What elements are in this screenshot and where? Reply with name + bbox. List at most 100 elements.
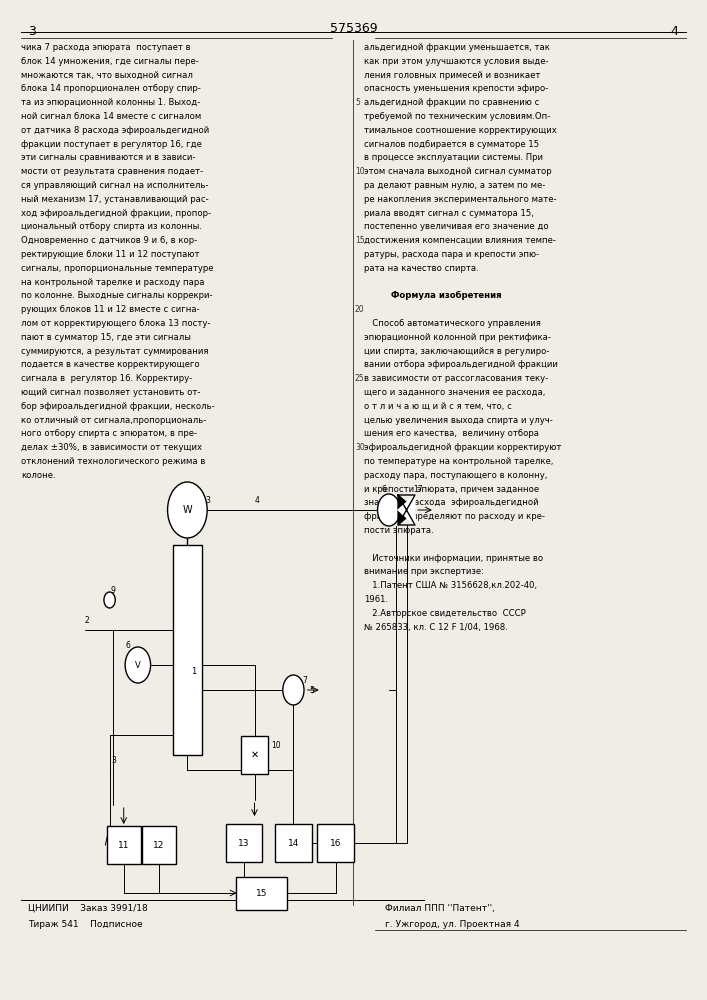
Text: ход эфироальдегидной фракции, пропор-: ход эфироальдегидной фракции, пропор-: [21, 209, 211, 218]
Bar: [317, 824, 354, 862]
Text: требуемой по техническим условиям.Оп-: требуемой по техническим условиям.Оп-: [364, 112, 551, 121]
Text: по колонне. Выходные сигналы коррекри-: по колонне. Выходные сигналы коррекри-: [21, 291, 213, 300]
Text: ной сигнал блока 14 вместе с сигналом: ной сигнал блока 14 вместе с сигналом: [21, 112, 201, 121]
Text: на контрольной тарелке и расходу пара: на контрольной тарелке и расходу пара: [21, 278, 205, 287]
Text: 15: 15: [256, 888, 267, 898]
Text: в зависимости от рассогласования теку-: в зависимости от рассогласования теку-: [364, 374, 549, 383]
Text: 2.Авторское свидетельство  СССР: 2.Авторское свидетельство СССР: [364, 609, 526, 618]
Text: эти сигналы сравниваются и в зависи-: эти сигналы сравниваются и в зависи-: [21, 153, 196, 162]
Text: 4: 4: [255, 496, 259, 505]
Text: фракции определяют по расходу и кре-: фракции определяют по расходу и кре-: [364, 512, 545, 521]
Text: Одновременно с датчиков 9 и 6, в кор-: Одновременно с датчиков 9 и 6, в кор-: [21, 236, 197, 245]
Text: 12: 12: [153, 840, 165, 850]
Text: № 265833, кл. С 12 F 1/04, 1968.: № 265833, кл. С 12 F 1/04, 1968.: [364, 623, 508, 632]
Circle shape: [168, 482, 207, 538]
Text: 6: 6: [125, 641, 130, 650]
Text: мости от результата сравнения подает-: мости от результата сравнения подает-: [21, 167, 204, 176]
Text: г. Ужгород, ул. Проектная 4: г. Ужгород, ул. Проектная 4: [385, 920, 520, 929]
Text: ректирующие блоки 11 и 12 поступают: ректирующие блоки 11 и 12 поступают: [21, 250, 199, 259]
Text: 30: 30: [355, 443, 365, 452]
Text: пости эпюрата.: пости эпюрата.: [364, 526, 434, 535]
Text: 13: 13: [238, 838, 250, 848]
Text: ко отличный от сигнала,пропорциональ-: ко отличный от сигнала,пропорциональ-: [21, 416, 206, 425]
Text: 20: 20: [355, 305, 365, 314]
Text: о т л и ч а ю щ и й с я тем, что, с: о т л и ч а ю щ и й с я тем, что, с: [364, 402, 512, 411]
Text: та из эпюрационной колонны 1. Выход-: та из эпюрационной колонны 1. Выход-: [21, 98, 201, 107]
Text: расходу пара, поступающего в колонну,: расходу пара, поступающего в колонну,: [364, 471, 547, 480]
Text: ления головных примесей и возникает: ления головных примесей и возникает: [364, 71, 540, 80]
Text: 10: 10: [271, 741, 281, 750]
Bar: [236, 876, 287, 910]
Text: делах ±30%, в зависимости от текущих: делах ±30%, в зависимости от текущих: [21, 443, 202, 452]
Polygon shape: [398, 495, 415, 525]
Text: альдегидной фракции по сравнению с: альдегидной фракции по сравнению с: [364, 98, 539, 107]
Text: шения его качества,  величину отбора: шения его качества, величину отбора: [364, 429, 539, 438]
Text: ратуры, расхода пара и крепости эпю-: ратуры, расхода пара и крепости эпю-: [364, 250, 539, 259]
Text: ный механизм 17, устанавливающий рас-: ный механизм 17, устанавливающий рас-: [21, 195, 209, 204]
Text: Источники информации, принятые во: Источники информации, принятые во: [364, 554, 543, 563]
Bar: [173, 545, 202, 755]
Circle shape: [378, 494, 400, 526]
Text: Филиал ППП ''Патент'',: Филиал ППП ''Патент'',: [385, 904, 495, 913]
Text: 25: 25: [355, 374, 365, 383]
Text: и крепости эпюрата, причем заданное: и крепости эпюрата, причем заданное: [364, 485, 539, 494]
Text: Способ автоматического управления: Способ автоматического управления: [364, 319, 541, 328]
Bar: [275, 824, 312, 862]
Text: W: W: [182, 505, 192, 515]
Text: альдегидной фракции уменьшается, так: альдегидной фракции уменьшается, так: [364, 43, 550, 52]
Text: 11: 11: [118, 840, 129, 850]
Text: 3: 3: [28, 25, 36, 38]
Text: пают в сумматор 15, где эти сигналы: пают в сумматор 15, где эти сигналы: [21, 333, 191, 342]
Text: в процессе эксплуатации системы. При: в процессе эксплуатации системы. При: [364, 153, 543, 162]
Text: внимание при экспертизе:: внимание при экспертизе:: [364, 567, 484, 576]
Text: сигналов подбирается в сумматоре 15: сигналов подбирается в сумматоре 15: [364, 140, 539, 149]
Text: ся управляющий сигнал на исполнитель-: ся управляющий сигнал на исполнитель-: [21, 181, 209, 190]
Text: по температуре на контрольной тарелке,: по температуре на контрольной тарелке,: [364, 457, 554, 466]
Text: 4: 4: [671, 25, 679, 38]
Text: ✕: ✕: [250, 750, 259, 760]
Text: блок 14 умножения, где сигналы пере-: блок 14 умножения, где сигналы пере-: [21, 57, 199, 66]
Text: постепенно увеличивая его значение до: постепенно увеличивая его значение до: [364, 222, 549, 231]
Text: опасность уменьшения крепости эфиро-: опасность уменьшения крепости эфиро-: [364, 84, 549, 93]
Bar: [226, 824, 262, 862]
Polygon shape: [398, 495, 415, 525]
Text: циональный отбору спирта из колонны.: циональный отбору спирта из колонны.: [21, 222, 202, 231]
Text: ЦНИИПИ    Заказ 3991/18: ЦНИИПИ Заказ 3991/18: [28, 904, 148, 913]
Text: 575369: 575369: [329, 22, 378, 35]
Text: значение расхода  эфироальдегидной: значение расхода эфироальдегидной: [364, 498, 539, 507]
Text: множаются так, что выходной сигнал: множаются так, что выходной сигнал: [21, 71, 193, 80]
Text: 3: 3: [205, 496, 210, 505]
Text: чика 7 расхода эпюрата  поступает в: чика 7 расхода эпюрата поступает в: [21, 43, 191, 52]
Text: V: V: [135, 660, 141, 670]
Text: отклонений технологического режима в: отклонений технологического режима в: [21, 457, 206, 466]
Text: подается в качестве корректирующего: подается в качестве корректирующего: [21, 360, 200, 369]
Text: 14: 14: [288, 838, 299, 848]
Text: этом сначала выходной сигнал сумматор: этом сначала выходной сигнал сумматор: [364, 167, 551, 176]
Text: рата на качество спирта.: рата на качество спирта.: [364, 264, 479, 273]
Text: целью увеличения выхода спирта и улуч-: целью увеличения выхода спирта и улуч-: [364, 416, 553, 425]
Text: 5: 5: [355, 98, 360, 107]
Circle shape: [125, 647, 151, 683]
Text: 1.Патент США № 3156628,кл.202-40,: 1.Патент США № 3156628,кл.202-40,: [364, 581, 537, 590]
Text: 1: 1: [191, 666, 196, 676]
Text: 6: 6: [382, 485, 387, 494]
Bar: [107, 826, 141, 864]
Text: колоне.: колоне.: [21, 471, 56, 480]
Text: вании отбора эфироальдегидной фракции: вании отбора эфироальдегидной фракции: [364, 360, 558, 369]
Text: эфироальдегидной фракции корректируют: эфироальдегидной фракции корректируют: [364, 443, 561, 452]
Text: блока 14 пропорционален отбору спир-: блока 14 пропорционален отбору спир-: [21, 84, 201, 93]
Text: 1961.: 1961.: [364, 595, 388, 604]
Text: ного отбору спирта с эпюратом, в пре-: ного отбору спирта с эпюратом, в пре-: [21, 429, 197, 438]
Circle shape: [104, 592, 115, 608]
Text: сигналы, пропорциональные температуре: сигналы, пропорциональные температуре: [21, 264, 214, 273]
Text: 17: 17: [414, 485, 423, 494]
Text: эпюрационной колонной при ректифика-: эпюрационной колонной при ректифика-: [364, 333, 551, 342]
Text: ции спирта, заключающийся в регулиро-: ции спирта, заключающийся в регулиро-: [364, 347, 549, 356]
Text: как при этом улучшаются условия выде-: как при этом улучшаются условия выде-: [364, 57, 549, 66]
Text: 9: 9: [111, 586, 116, 595]
Text: ра делают равным нулю, а затем по ме-: ра делают равным нулю, а затем по ме-: [364, 181, 546, 190]
Text: ре накопления экспериментального мате-: ре накопления экспериментального мате-: [364, 195, 556, 204]
Text: риала вводят сигнал с сумматора 15,: риала вводят сигнал с сумматора 15,: [364, 209, 534, 218]
Text: фракции поступает в регулятор 16, где: фракции поступает в регулятор 16, где: [21, 140, 202, 149]
Text: 2: 2: [85, 616, 90, 625]
